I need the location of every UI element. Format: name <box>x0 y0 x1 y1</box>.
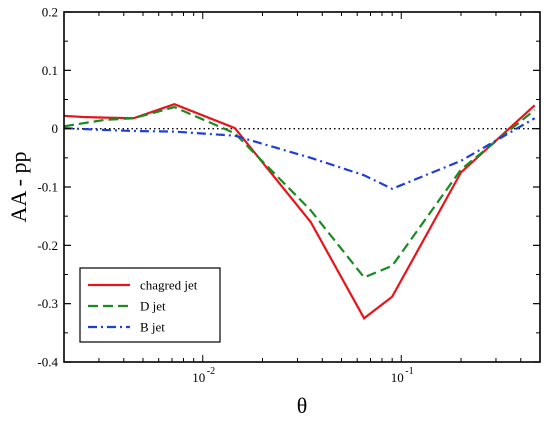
legend-label-0: chagred jet <box>140 278 198 293</box>
x-axis-label: θ <box>297 393 308 418</box>
y-tick-label: 0.2 <box>42 5 58 20</box>
x-tick-label: 10 <box>192 370 205 385</box>
y-tick-label: -0.4 <box>37 355 58 370</box>
y-tick-label: 0 <box>52 121 59 136</box>
y-axis-label: AA - pp <box>6 152 31 223</box>
series-line-2 <box>63 117 536 191</box>
series-line-0 <box>63 103 536 320</box>
y-tick-label: -0.2 <box>37 238 58 253</box>
x-tick-label: 10 <box>391 370 404 385</box>
y-tick-label: -0.1 <box>37 180 58 195</box>
legend: chagred jet D jet B jet <box>79 267 221 343</box>
y-tick-label: -0.3 <box>37 296 58 311</box>
series-line-1 <box>63 105 536 279</box>
y-tick-label: 0.1 <box>42 63 58 78</box>
legend-label-1: D jet <box>140 299 166 314</box>
x-tick-label-exponent: -2 <box>207 366 215 377</box>
legend-label-2: B jet <box>140 320 165 335</box>
x-tick-label-exponent: -1 <box>405 366 413 377</box>
series-layer <box>63 103 536 320</box>
tick-layer: -0.4-0.3-0.2-0.100.10.210 -2 10 -1 <box>37 5 541 385</box>
